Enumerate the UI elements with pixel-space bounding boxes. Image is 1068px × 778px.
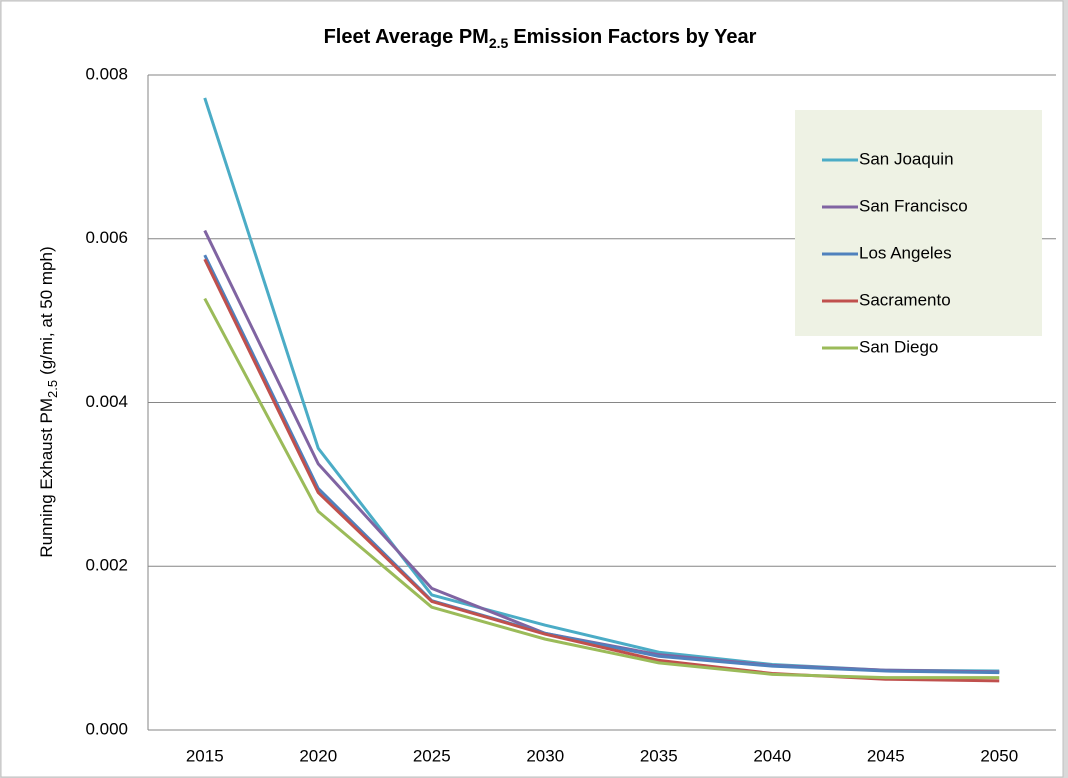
legend-label: San Joaquin: [859, 149, 954, 168]
legend-label: Los Angeles: [859, 243, 952, 262]
title-subscript: 2.5: [489, 35, 509, 51]
y-axis-label: Running Exhaust PM2.5 (g/mi, at 50 mph): [37, 246, 60, 557]
x-tick-label: 2020: [299, 746, 337, 765]
title-text: Fleet Average PM: [324, 26, 489, 48]
title-suffix: Emission Factors by Year: [513, 26, 756, 48]
x-tick-label: 2030: [526, 746, 564, 765]
series-line: [203, 297, 1000, 680]
legend-box: [795, 110, 1042, 336]
y-tick-label: 0.008: [85, 64, 128, 83]
series-line: [203, 254, 1000, 675]
y-tick-label: 0.004: [85, 392, 128, 411]
x-tick-label: 2050: [980, 746, 1018, 765]
y-tick-label: 0.000: [85, 719, 128, 738]
x-tick-label: 2035: [640, 746, 678, 765]
x-tick-label: 2045: [867, 746, 905, 765]
legend-label: San Francisco: [859, 196, 968, 215]
chart-title: Fleet Average PM2.5 Emission Factors by Y…: [324, 26, 757, 50]
x-tick-label: 2015: [186, 746, 224, 765]
y-label-suffix: (g/mi, at 50 mph): [37, 246, 56, 375]
x-tick-label: 2025: [413, 746, 451, 765]
x-tick-label: 2040: [753, 746, 791, 765]
legend-label: San Diego: [859, 337, 938, 356]
y-tick-label: 0.002: [85, 556, 128, 575]
legend-label: Sacramento: [859, 290, 951, 309]
y-label-text: Running Exhaust PM: [37, 398, 56, 558]
y-tick-label: 0.006: [85, 228, 128, 247]
y-label-subscript: 2.5: [45, 380, 60, 398]
